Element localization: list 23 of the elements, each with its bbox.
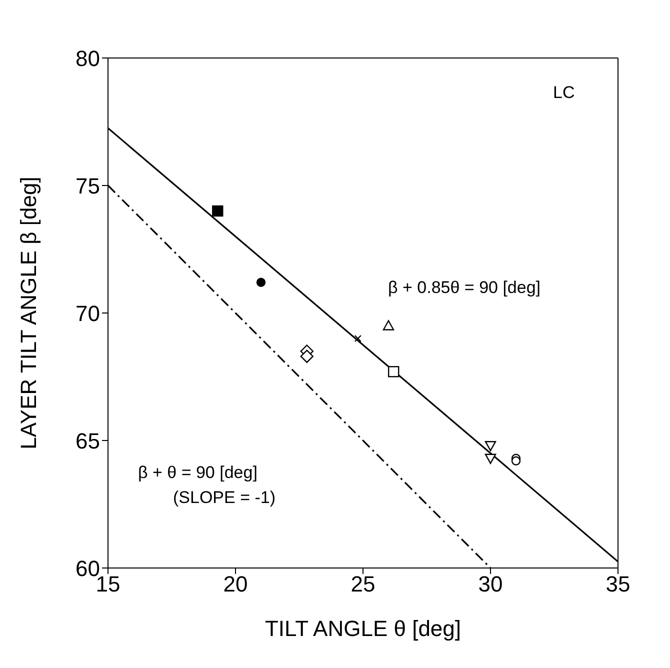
legend-title: LC [553, 83, 575, 103]
y-tick-label: 80 [76, 46, 100, 71]
point [354, 334, 362, 342]
point [484, 441, 496, 452]
y-tick-label: 75 [76, 173, 100, 198]
point [484, 454, 496, 464]
x-tick-label: 20 [223, 572, 248, 597]
y-tick-label: 65 [76, 428, 100, 454]
annotation: β + 0.85θ = 90 [deg] [388, 278, 541, 298]
x-tick-label: 25 [350, 572, 376, 597]
point [382, 320, 394, 330]
point [256, 278, 266, 287]
x-tick-label: 30 [478, 572, 503, 597]
y-axis-title: LAYER TILT ANGLE β [deg] [16, 176, 41, 450]
annotation: β + θ = 90 [deg] [138, 463, 258, 483]
y-tick-label: 70 [76, 300, 100, 326]
annotation: (SLOPE = -1) [173, 488, 276, 508]
point [388, 366, 400, 378]
x-axis-title: TILT ANGLE θ [deg] [264, 616, 462, 641]
point [212, 205, 224, 217]
point [300, 350, 314, 363]
point [511, 456, 521, 466]
x-tick-label: 35 [606, 572, 630, 597]
